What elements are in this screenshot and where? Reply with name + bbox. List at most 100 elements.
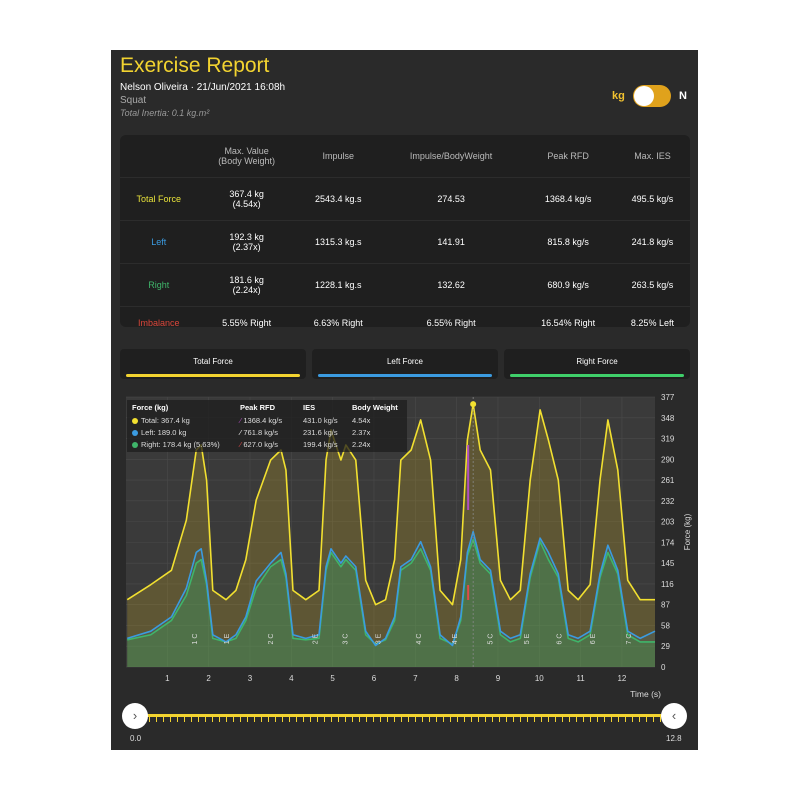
chart-legend: Force (kg) Peak RFD IES Body Weight Tota… [127, 400, 407, 452]
y-tick-label: 0 [661, 663, 666, 672]
slider-min-label: 0.0 [130, 734, 142, 743]
x-axis-label: Time (s) [630, 689, 661, 699]
table-cell: 815.8 kg/s [521, 220, 615, 264]
rep-label: 5 E [524, 633, 531, 644]
table-cell: 141.91 [380, 220, 522, 264]
total-inertia: Total Inertia: 0.1 kg.m² [120, 108, 210, 118]
tab-total-force[interactable]: Total Force [120, 349, 306, 379]
rep-label: 5 C [487, 634, 494, 645]
table-cell: 192.3 kg (2.37x) [197, 220, 296, 264]
legend-force-text: Total: 367.4 kg [141, 416, 190, 425]
legend-ies: 431.0 kg/s [303, 416, 338, 425]
slider-end-handle[interactable]: ‹ [661, 703, 687, 729]
legend-header-bw: Body Weight [352, 403, 398, 412]
y-axis-label: Force (kg) [683, 513, 692, 550]
rfd-slope-icon: ⁄ [240, 428, 242, 437]
unit-kg-label: kg [612, 90, 625, 102]
rep-label: 2 E [312, 633, 319, 644]
slider-start-handle[interactable]: › [122, 703, 148, 729]
toggle-knob[interactable] [634, 86, 654, 106]
tab-indicator [510, 374, 684, 377]
table-cell: 274.53 [380, 177, 522, 221]
tab-right-force[interactable]: Right Force [504, 349, 690, 379]
table-cell: 5.55% Right [197, 306, 296, 339]
y-tick-label: 58 [661, 621, 670, 630]
x-tick-label: 10 [535, 674, 544, 683]
y-tick-label: 116 [661, 580, 674, 589]
y-tick-label: 87 [661, 601, 670, 610]
unit-toggle[interactable] [633, 85, 671, 107]
page-title: Exercise Report [120, 54, 270, 77]
x-tick-label: 4 [289, 674, 294, 683]
rep-label: 3 E [376, 633, 383, 644]
y-tick-label: 174 [661, 538, 675, 547]
tab-label: Right Force [576, 357, 618, 366]
rfd-slope-icon: ⁄ [240, 440, 242, 449]
tab-left-force[interactable]: Left Force [312, 349, 498, 379]
legend-rfd-text: 761.8 kg/s [243, 428, 278, 437]
force-tabs: Total Force Left Force Right Force [120, 349, 690, 379]
x-tick-label: 12 [617, 674, 626, 683]
legend-force-item: Total: 367.4 kg [132, 416, 190, 425]
peak-dot [470, 401, 477, 408]
report-card: Exercise Report Nelson Oliveira · 21/Jun… [111, 50, 698, 750]
row-label: Right [120, 263, 198, 307]
table-cell: 680.9 kg/s [521, 263, 615, 307]
table-cell: 2543.4 kg.s [295, 177, 381, 221]
x-tick-label: 7 [413, 674, 418, 683]
table-cell: 16.54% Right [521, 306, 615, 339]
rep-label: 1 E [224, 633, 231, 644]
y-tick-label: 29 [661, 642, 670, 651]
slider-max-label: 12.8 [666, 734, 682, 743]
table-row: Total Force 367.4 kg (4.54x) 2543.4 kg.s 27… [120, 177, 690, 221]
table-cell: 1368.4 kg/s [521, 177, 615, 221]
legend-rfd-item: ⁄ 1368.4 kg/s [240, 416, 282, 425]
table-header-row: Max. Value (Body Weight) Impulse Impulse… [120, 135, 690, 178]
table-cell: 495.5 kg/s [614, 177, 690, 221]
table-cell: 181.6 kg (2.24x) [197, 263, 296, 307]
x-tick-label: 2 [206, 674, 211, 683]
table-cell: 132.62 [380, 263, 522, 307]
legend-bw: 2.24x [352, 440, 371, 449]
summary-table: Max. Value (Body Weight) Impulse Impulse… [120, 135, 690, 339]
rep-label: 4 E [452, 633, 459, 644]
table-row: Left 192.3 kg (2.37x) 1315.3 kg.s 141.91 815… [120, 220, 690, 264]
legend-rfd-text: 627.0 kg/s [243, 440, 278, 449]
series-line-left [127, 530, 656, 647]
x-tick-label: 11 [576, 674, 585, 683]
series-dot-icon [132, 418, 138, 425]
rep-label: 1 C [192, 634, 199, 645]
y-tick-label: 377 [661, 393, 675, 402]
exercise-name: Squat [120, 95, 147, 106]
table-cell: 6.55% Right [380, 306, 522, 339]
series-area-right [127, 539, 655, 667]
header-impulse-bw: Impulse/BodyWeight [409, 151, 493, 161]
row-label: Left [120, 220, 198, 264]
table-row: Imbalance 5.55% Right 6.63% Right 6.55% Rig… [120, 306, 690, 339]
legend-force-item: Right: 178.4 kg (5.63%) [132, 440, 220, 449]
series-area-total [127, 404, 655, 667]
legend-rfd-item: ⁄ 761.8 kg/s [240, 428, 278, 437]
y-tick-label: 348 [661, 414, 675, 423]
legend-force-item: Left: 189.0 kg [132, 428, 186, 437]
legend-ies: 231.6 kg/s [303, 428, 338, 437]
x-tick-label: 5 [330, 674, 335, 683]
table-cell: 241.8 kg/s [614, 220, 690, 264]
table-cell: 8.25% Left [614, 306, 690, 339]
table-cell: 367.4 kg (4.54x) [197, 177, 296, 221]
legend-force-text: Right: 178.4 kg (5.63%) [141, 440, 220, 449]
rep-label: 3 C [343, 634, 350, 645]
legend-rfd-text: 1368.4 kg/s [243, 416, 283, 425]
rep-label: 2 C [268, 634, 275, 645]
y-tick-label: 319 [661, 435, 675, 444]
time-range-slider[interactable] [135, 714, 675, 717]
series-line-total [126, 403, 655, 606]
rep-label: 6 C [557, 634, 564, 645]
y-tick-label: 290 [661, 455, 675, 464]
rep-label: 7 C [626, 634, 633, 645]
row-label: Imbalance [120, 306, 198, 339]
legend-header-rfd: Peak RFD [240, 403, 276, 412]
table-cell: 1228.1 kg.s [295, 263, 381, 307]
slider-ticks [135, 717, 675, 722]
